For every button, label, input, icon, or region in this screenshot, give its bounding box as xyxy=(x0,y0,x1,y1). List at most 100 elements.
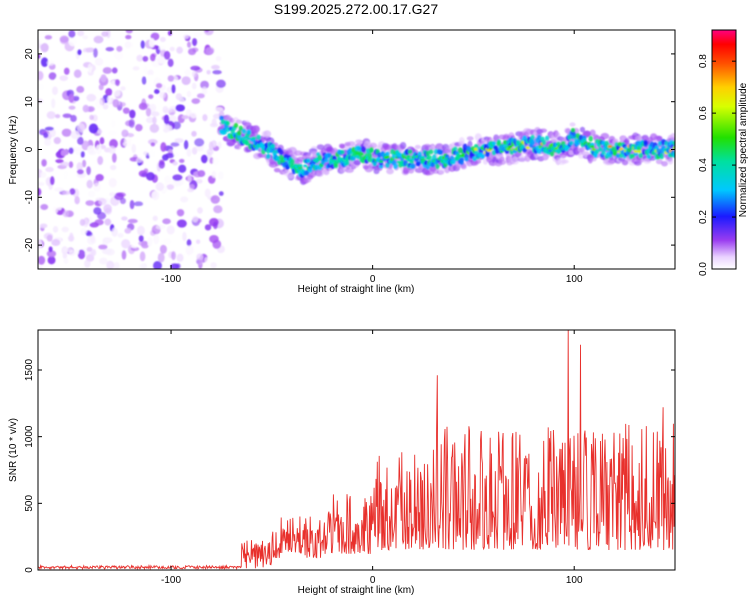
noise-blob xyxy=(43,132,49,139)
noise-blob xyxy=(142,55,149,62)
noise-blob xyxy=(93,48,98,58)
noise-blob xyxy=(121,239,131,249)
noise-blob xyxy=(38,70,44,81)
noise-blob xyxy=(166,225,175,235)
noise-blob xyxy=(73,146,83,152)
noise-blob xyxy=(63,257,69,264)
signal-peak xyxy=(359,152,364,156)
signal-halo xyxy=(498,159,507,165)
noise-blob xyxy=(178,164,187,173)
signal-halo xyxy=(399,141,407,150)
noise-blob xyxy=(162,105,169,114)
signal-peak xyxy=(378,160,384,164)
noise-blob xyxy=(76,85,85,94)
noise-blob xyxy=(124,227,132,234)
signal-halo xyxy=(263,130,272,138)
noise-blob xyxy=(82,159,87,168)
noise-blob xyxy=(103,204,112,214)
noise-blob xyxy=(138,240,148,246)
noise-blob xyxy=(38,266,43,269)
noise-blob xyxy=(200,154,208,164)
noise-blob xyxy=(218,171,224,180)
noise-blob xyxy=(112,98,120,108)
spectrogram-xlabel: Height of straight line (km) xyxy=(298,284,415,295)
noise-blob xyxy=(183,140,189,150)
noise-blob xyxy=(206,69,211,75)
noise-blob xyxy=(102,67,112,74)
noise-blob xyxy=(44,35,53,40)
noise-blob xyxy=(172,161,178,166)
signal-halo xyxy=(583,130,591,138)
noise-blob xyxy=(202,114,208,122)
noise-blob xyxy=(77,249,86,260)
noise-blob xyxy=(149,123,160,133)
noise-blob xyxy=(151,111,160,117)
noise-blob xyxy=(69,188,76,195)
noise-blob xyxy=(131,243,138,249)
signal-band xyxy=(222,130,227,135)
signal-halo xyxy=(667,157,674,165)
noise-blob xyxy=(138,263,148,269)
noise-blob xyxy=(211,170,217,178)
signal-band xyxy=(306,158,311,164)
signal-band xyxy=(659,153,664,160)
noise-blob xyxy=(38,83,45,91)
noise-blob xyxy=(99,137,105,145)
noise-blob xyxy=(90,234,95,243)
noise-blob xyxy=(176,209,185,217)
noise-blob xyxy=(192,215,199,223)
noise-blob xyxy=(212,69,222,75)
noise-blob xyxy=(173,152,180,158)
noise-blob xyxy=(52,206,59,214)
noise-blob xyxy=(140,40,145,49)
noise-blob xyxy=(181,115,189,120)
noise-blob xyxy=(191,38,198,47)
noise-blob xyxy=(165,152,175,159)
signal-band xyxy=(451,158,456,165)
noise-blob xyxy=(163,114,170,125)
noise-blob xyxy=(147,69,154,76)
signal-halo xyxy=(579,126,586,133)
noise-blob xyxy=(182,231,187,242)
noise-blob xyxy=(184,69,192,76)
noise-blob xyxy=(61,226,69,233)
noise-blob xyxy=(213,205,223,214)
noise-blob xyxy=(202,145,208,154)
signal-halo xyxy=(669,133,675,141)
noise-blob xyxy=(88,190,96,198)
noise-blob xyxy=(209,122,219,128)
noise-blob xyxy=(138,235,144,242)
noise-blob xyxy=(87,63,93,73)
signal-halo xyxy=(386,168,394,175)
noise-blob xyxy=(54,187,64,192)
noise-blob xyxy=(208,141,214,151)
noise-blob xyxy=(108,177,117,188)
noise-blob xyxy=(185,245,194,255)
noise-blob xyxy=(190,65,201,71)
noise-blob xyxy=(79,219,86,226)
noise-blob xyxy=(149,37,155,48)
noise-blob xyxy=(176,253,184,263)
signal-band xyxy=(515,139,521,146)
noise-blob xyxy=(46,234,53,242)
spectrogram-ytick-label: -10 xyxy=(24,190,35,205)
signal-peak xyxy=(303,164,308,168)
noise-blob xyxy=(52,225,59,233)
noise-blob xyxy=(210,195,220,204)
noise-blob xyxy=(52,145,58,153)
noise-blob xyxy=(111,227,118,237)
signal-peak xyxy=(672,146,675,150)
noise-blob xyxy=(151,190,160,201)
noise-blob xyxy=(129,109,136,119)
noise-blob xyxy=(38,98,44,104)
noise-blob xyxy=(205,46,215,55)
noise-blob xyxy=(40,171,47,178)
noise-blob xyxy=(160,204,168,209)
signal-halo xyxy=(569,122,576,127)
signal-band xyxy=(541,139,547,146)
noise-blob xyxy=(148,94,154,99)
noise-blob xyxy=(73,69,82,79)
snr-xtick-label: -100 xyxy=(161,575,181,586)
